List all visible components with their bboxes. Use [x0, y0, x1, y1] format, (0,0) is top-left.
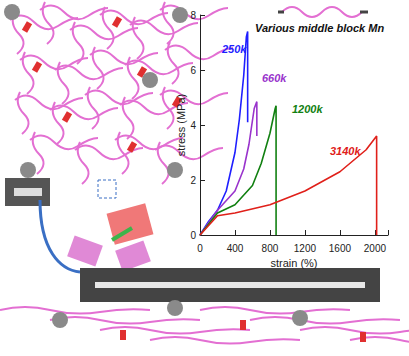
svg-text:3140k: 3140k: [330, 145, 361, 157]
svg-text:6: 6: [190, 65, 196, 76]
svg-text:0: 0: [197, 243, 203, 254]
svg-text:stress (MPa): stress (MPa): [175, 94, 187, 156]
svg-text:2: 2: [190, 175, 196, 186]
svg-text:1200k: 1200k: [292, 103, 323, 115]
svg-text:Various middle block Mn: Various middle block Mn: [255, 22, 384, 34]
svg-text:400: 400: [227, 243, 244, 254]
svg-text:660k: 660k: [262, 72, 287, 84]
svg-text:1600: 1600: [329, 243, 352, 254]
svg-text:250k: 250k: [221, 43, 247, 55]
svg-text:0: 0: [190, 230, 196, 241]
svg-text:8: 8: [190, 10, 196, 21]
svg-text:1200: 1200: [294, 243, 317, 254]
svg-text:4: 4: [190, 120, 196, 131]
svg-text:800: 800: [262, 243, 279, 254]
svg-text:strain (%): strain (%): [270, 257, 317, 269]
svg-text:2000: 2000: [364, 243, 387, 254]
